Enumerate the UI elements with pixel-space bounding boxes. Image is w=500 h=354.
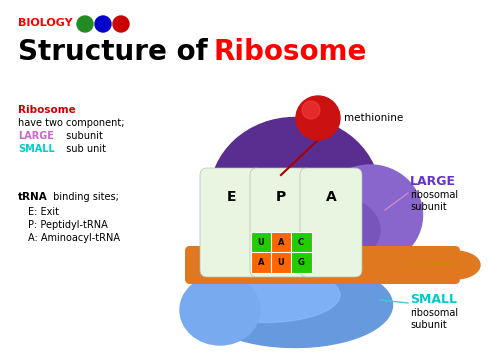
Text: BIOLOGY: BIOLOGY — [18, 18, 72, 28]
Ellipse shape — [318, 165, 422, 265]
FancyBboxPatch shape — [200, 168, 262, 277]
Ellipse shape — [180, 275, 260, 345]
Text: binding sites;: binding sites; — [50, 192, 119, 202]
Text: subunit: subunit — [410, 202, 447, 212]
Text: have two component;: have two component; — [18, 118, 124, 128]
Text: A: A — [278, 238, 284, 247]
FancyBboxPatch shape — [290, 252, 312, 273]
Circle shape — [77, 16, 93, 32]
Text: Structure of: Structure of — [18, 38, 218, 66]
FancyBboxPatch shape — [250, 168, 312, 277]
Text: ribosomal: ribosomal — [410, 308, 458, 318]
Text: methionine: methionine — [344, 113, 403, 123]
Text: SMALL: SMALL — [410, 293, 457, 306]
Text: E: Exit: E: Exit — [28, 207, 59, 217]
Text: SMALL: SMALL — [18, 144, 55, 154]
Text: A: A — [326, 190, 336, 204]
FancyBboxPatch shape — [250, 252, 272, 273]
FancyBboxPatch shape — [270, 232, 291, 253]
Ellipse shape — [190, 268, 340, 322]
Text: U: U — [258, 238, 264, 247]
Circle shape — [113, 16, 129, 32]
Text: subunit: subunit — [63, 131, 103, 141]
Circle shape — [302, 101, 320, 119]
Text: sub unit: sub unit — [63, 144, 106, 154]
Text: U: U — [278, 258, 284, 267]
Text: A: A — [258, 258, 264, 267]
Text: P: Peptidyl-tRNA: P: Peptidyl-tRNA — [28, 220, 108, 230]
Text: tRNA: tRNA — [18, 192, 48, 202]
Text: LARGE: LARGE — [410, 175, 456, 188]
Text: mRNA: mRNA — [410, 253, 448, 263]
Text: E: E — [226, 190, 236, 204]
Text: Ribosome: Ribosome — [214, 38, 368, 66]
FancyBboxPatch shape — [300, 168, 362, 277]
Ellipse shape — [210, 118, 380, 273]
FancyBboxPatch shape — [290, 232, 312, 253]
Text: P: P — [276, 190, 286, 204]
Circle shape — [95, 16, 111, 32]
FancyBboxPatch shape — [250, 232, 272, 253]
Circle shape — [296, 96, 340, 140]
Ellipse shape — [280, 195, 380, 265]
Text: C: C — [298, 238, 304, 247]
Ellipse shape — [430, 251, 480, 279]
FancyBboxPatch shape — [270, 252, 291, 273]
Text: G: G — [298, 258, 304, 267]
Text: ribosomal: ribosomal — [410, 190, 458, 200]
Text: A: Aminoacyl-tRNA: A: Aminoacyl-tRNA — [28, 233, 120, 243]
Text: Ribosome: Ribosome — [18, 105, 76, 115]
Text: LARGE: LARGE — [18, 131, 54, 141]
FancyBboxPatch shape — [185, 246, 460, 284]
Ellipse shape — [198, 263, 392, 348]
Text: subunit: subunit — [410, 320, 447, 330]
